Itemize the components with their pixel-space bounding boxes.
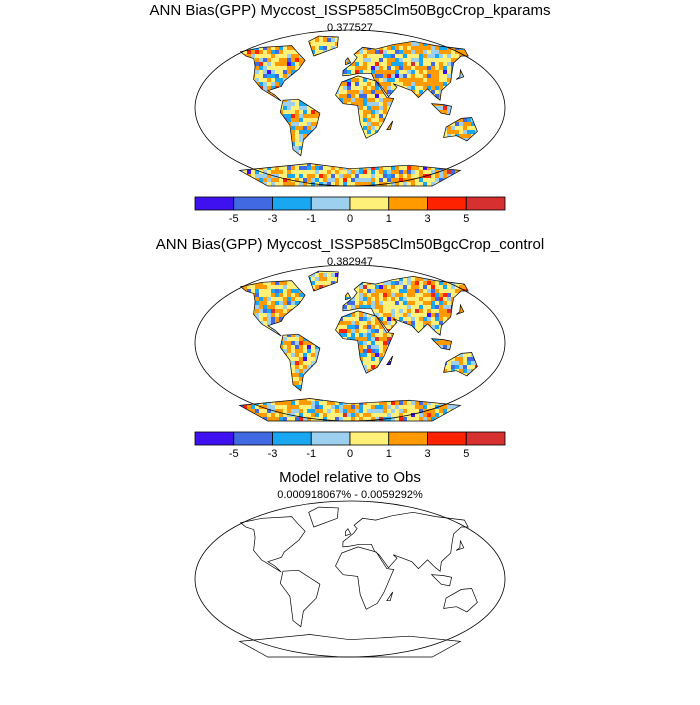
colorbar-label: 3 — [424, 448, 430, 460]
colorbar-label: 0 — [347, 448, 353, 460]
colorbar-box — [233, 196, 273, 211]
colorbar-label: 1 — [386, 213, 392, 225]
panel: ANN Bias(GPP) Myccost_ISSP585Clm50BgcCro… — [156, 236, 544, 460]
panel-title: ANN Bias(GPP) Myccost_ISSP585Clm50BgcCro… — [156, 236, 544, 253]
coastline — [238, 506, 478, 658]
map-border — [194, 264, 506, 422]
coastline — [238, 35, 478, 187]
colorbar-box — [310, 431, 351, 446]
colorbar-box — [194, 196, 235, 211]
colorbar-box — [310, 196, 351, 211]
colorbar-box — [272, 431, 312, 446]
colorbar: -5 -3 -1 0 1 3 5 — [194, 431, 506, 460]
colorbar-label: 5 — [463, 448, 469, 460]
colorbar: -5 -3 -1 0 1 3 5 — [194, 196, 506, 225]
colorbar-label: -5 — [229, 448, 239, 460]
colorbar-label: 1 — [386, 448, 392, 460]
colorbar-box — [427, 431, 467, 446]
colorbar-box — [465, 431, 506, 446]
panel-subtitle: 0.377527 — [327, 22, 373, 34]
colorbar-label: -5 — [229, 213, 239, 225]
colorbar-label: -1 — [306, 213, 316, 225]
panel-title: ANN Bias(GPP) Myccost_ISSP585Clm50BgcCro… — [150, 2, 551, 19]
colorbar-label: -3 — [268, 213, 278, 225]
colorbar-box — [272, 196, 312, 211]
colorbar-box — [388, 431, 428, 446]
colorbar-label: -1 — [306, 448, 316, 460]
colorbar-label: 3 — [424, 213, 430, 225]
map — [194, 500, 506, 658]
panel: Model relative to Obs 0.000918067% - 0.00… — [194, 469, 506, 658]
map-border — [194, 500, 506, 658]
colorbar-box — [465, 196, 506, 211]
colorbar-box — [427, 196, 467, 211]
panel-subtitle: 0.000918067% - 0.0059292% — [277, 489, 423, 501]
colorbar-box — [194, 431, 235, 446]
colorbar-box — [233, 431, 273, 446]
map — [194, 29, 506, 187]
coastline — [238, 270, 478, 422]
colorbar-label: 5 — [463, 213, 469, 225]
colorbar-box — [349, 431, 390, 446]
colorbar-label: -3 — [268, 448, 278, 460]
colorbar-box — [388, 196, 428, 211]
colorbar-box — [349, 196, 390, 211]
panel-subtitle: 0.382947 — [327, 256, 373, 268]
panel-title: Model relative to Obs — [279, 469, 421, 486]
map — [194, 264, 506, 422]
panel: ANN Bias(GPP) Myccost_ISSP585Clm50BgcCro… — [150, 2, 551, 225]
colorbar-label: 0 — [347, 213, 353, 225]
map-border — [194, 29, 506, 187]
